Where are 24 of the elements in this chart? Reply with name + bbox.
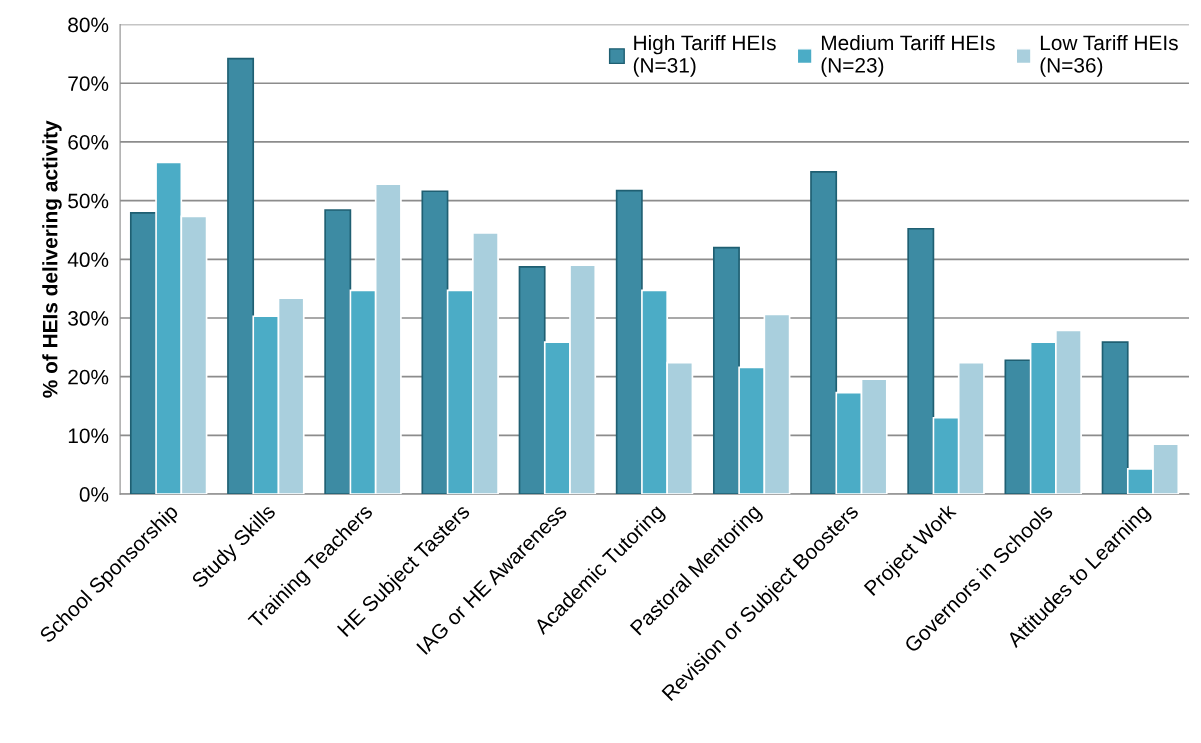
y-tick-label: 10% — [68, 428, 109, 444]
y-tick-label: 80% — [68, 17, 109, 33]
legend-label: High Tariff HEIs (N=31) — [633, 34, 776, 77]
y-tick-label: 40% — [67, 252, 109, 268]
bar — [907, 227, 935, 495]
bar — [1004, 359, 1032, 495]
y-tick-label: 50% — [68, 193, 109, 209]
bar — [712, 246, 740, 495]
bar — [615, 189, 643, 495]
legend-label: Low Tariff HEIs (N=36) — [1040, 34, 1178, 77]
y-tick-label: 20% — [68, 369, 109, 385]
bar — [129, 212, 157, 495]
y-tick-label: 60% — [68, 134, 109, 150]
bar — [1101, 341, 1129, 495]
bar — [324, 209, 352, 495]
legend-label: Medium Tariff HEIs (N=23) — [821, 34, 995, 77]
bar — [810, 171, 838, 495]
y-axis-title: % of HEIs delivering activity — [42, 120, 62, 398]
y-tick-label: 0% — [79, 487, 109, 502]
bar — [518, 266, 546, 495]
bar — [421, 190, 449, 495]
y-tick-label: 30% — [68, 311, 109, 326]
bar — [227, 57, 255, 495]
y-tick-label: 70% — [68, 76, 109, 91]
